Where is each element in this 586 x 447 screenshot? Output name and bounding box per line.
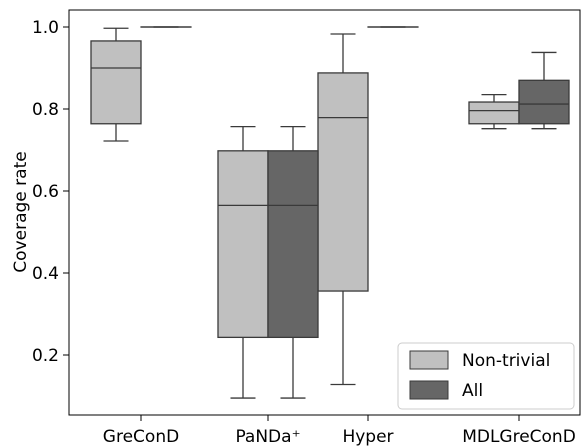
x-tick-label: Hyper — [342, 427, 393, 447]
y-axis-label: Coverage rate — [11, 151, 31, 272]
x-tick-label: PaNDa⁺ — [235, 427, 300, 447]
axis-layer: 0.2 0.4 0.6 0.8 1.0 GreConD PaNDa⁺ Hyper MDLGreC… — [32, 18, 576, 447]
box-body — [217, 150, 269, 339]
box-1-1 — [267, 125, 319, 399]
legend-label-all: All — [462, 381, 483, 401]
legend-label-non-trivial: Non-trivial — [462, 351, 550, 371]
box-1-3 — [518, 51, 570, 130]
box-0-1 — [217, 125, 269, 399]
y-tick-label: 1.0 — [32, 18, 59, 38]
plot-layer — [90, 26, 570, 399]
x-tick-label: MDLGreConD — [462, 427, 576, 447]
legend-swatch-all — [409, 380, 449, 400]
box-body — [267, 150, 319, 339]
box-body — [317, 72, 369, 292]
box-0-2 — [317, 33, 369, 386]
x-tick-label: GreConD — [103, 427, 179, 447]
plot-frame — [68, 9, 581, 416]
y-tick-label: 0.6 — [32, 182, 59, 202]
box-body — [90, 40, 142, 125]
legend-swatch-non-trivial — [409, 350, 449, 370]
box-0-3 — [468, 94, 520, 130]
y-tick-label: 0.8 — [32, 100, 59, 120]
box-0-0 — [90, 27, 142, 142]
box-body — [468, 101, 520, 125]
y-tick-label: 0.2 — [32, 346, 59, 366]
legend: Non-trivial All — [397, 342, 575, 410]
box-body — [518, 79, 570, 125]
y-tick-label: 0.4 — [32, 264, 59, 284]
